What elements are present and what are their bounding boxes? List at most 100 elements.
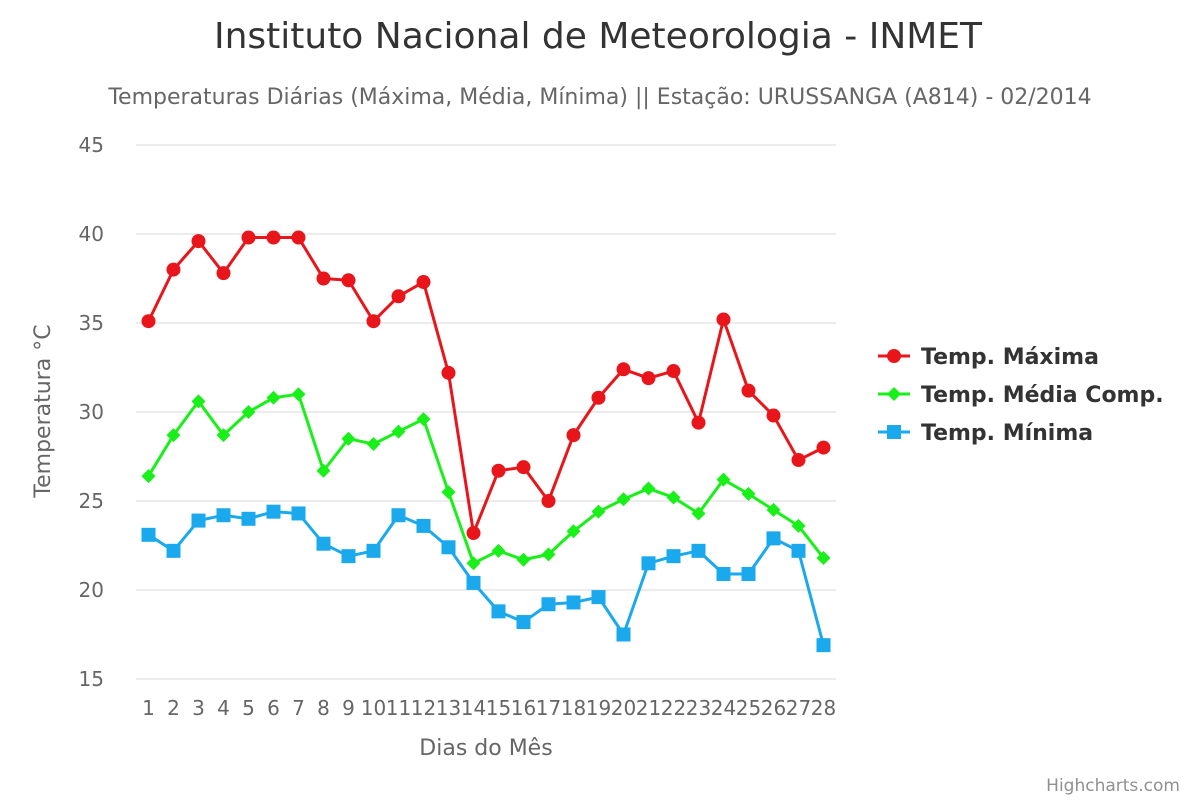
series-area [141,230,831,653]
data-point [466,575,481,590]
data-point [491,543,506,558]
data-point [716,566,731,581]
x-tick-label: 4 [217,696,230,720]
x-tick-label: 10 [361,696,386,720]
series-line [147,392,825,565]
data-point [366,437,381,452]
data-point [416,275,431,290]
chart-subtitle: Temperaturas Diárias (Máxima, Média, Mín… [107,85,1091,110]
data-point [191,234,206,249]
x-axis-title: Dias do Mês [419,736,552,761]
data-point [816,550,831,565]
data-point [641,556,656,571]
x-tick-label: 20 [611,696,636,720]
data-point [291,230,306,245]
data-point [241,230,256,245]
data-point [316,271,331,286]
x-tick-label: 18 [561,696,586,720]
y-axis-title: Temperatura °C [31,324,56,498]
x-tick-label: 12 [411,696,436,720]
data-point [391,424,406,439]
data-point [441,485,456,500]
y-tick-label: 45 [79,133,104,157]
legend-item-1[interactable]: Temp. Máxima [878,345,1099,370]
x-tick-label: 28 [811,696,836,720]
y-axis-ticks: 15 20 25 30 35 40 45 [79,133,104,691]
y-tick-label: 15 [79,667,104,691]
data-point [566,428,581,443]
data-point [441,540,456,555]
data-point [666,364,681,379]
data-point [466,556,481,571]
data-point [591,590,606,605]
data-point [716,472,731,487]
x-tick-label: 2 [167,696,180,720]
data-point [741,486,756,501]
legend-item-3[interactable]: Temp. Mínima [878,421,1093,446]
data-point [541,597,556,612]
x-tick-label: 6 [267,696,280,720]
legend-marker [887,425,901,439]
data-point [491,604,506,619]
data-point [616,362,631,377]
data-point [741,383,756,398]
data-point [766,502,781,517]
legend-label: Temp. Máxima [921,345,1099,370]
series-line [147,236,825,535]
data-point [441,365,456,380]
x-tick-label: 13 [436,696,461,720]
data-point [741,566,756,581]
data-point [641,481,656,496]
data-point [366,543,381,558]
data-point [166,543,181,558]
y-tick-label: 20 [79,578,104,602]
data-point [341,549,356,564]
data-point [391,289,406,304]
data-point [566,595,581,610]
data-point [666,549,681,564]
x-tick-label: 26 [761,696,786,720]
series-3 [141,504,831,653]
legend-marker [887,349,901,363]
x-tick-label: 3 [192,696,205,720]
data-point [166,428,181,443]
legend-label: Temp. Mínima [921,421,1093,446]
data-point [241,511,256,526]
legend[interactable]: Temp. Máxima Temp. Média Comp. Temp. Mínim… [878,345,1164,446]
data-point [491,463,506,478]
data-point [666,490,681,505]
data-point [566,524,581,539]
data-point [766,531,781,546]
credits-link[interactable]: Highcharts.com [1046,776,1180,796]
x-tick-label: 1 [142,696,155,720]
x-tick-label: 23 [686,696,711,720]
data-point [216,508,231,523]
x-tick-label: 11 [386,696,411,720]
x-tick-label: 27 [786,696,811,720]
data-point [591,504,606,519]
data-point [541,547,556,562]
legend-label: Temp. Média Comp. [921,383,1164,408]
data-point [366,314,381,329]
data-point [291,506,306,521]
series-line [147,510,825,646]
data-point [541,494,556,508]
x-tick-label: 8 [317,696,330,720]
x-tick-label: 16 [511,696,536,720]
chart-title: Instituto Nacional de Meteorologia - INM… [214,16,983,57]
data-point [241,405,256,419]
y-tick-label: 35 [79,311,104,335]
data-point [266,504,281,519]
data-point [166,262,181,277]
data-point [191,513,206,528]
data-point [691,415,706,430]
data-point [416,412,431,427]
x-tick-label: 14 [461,696,486,720]
x-tick-label: 9 [342,696,355,720]
x-tick-label: 24 [711,696,736,720]
legend-item-2[interactable]: Temp. Média Comp. [878,383,1164,408]
data-point [316,536,331,551]
y-tick-label: 30 [79,400,104,424]
data-point [216,266,231,281]
